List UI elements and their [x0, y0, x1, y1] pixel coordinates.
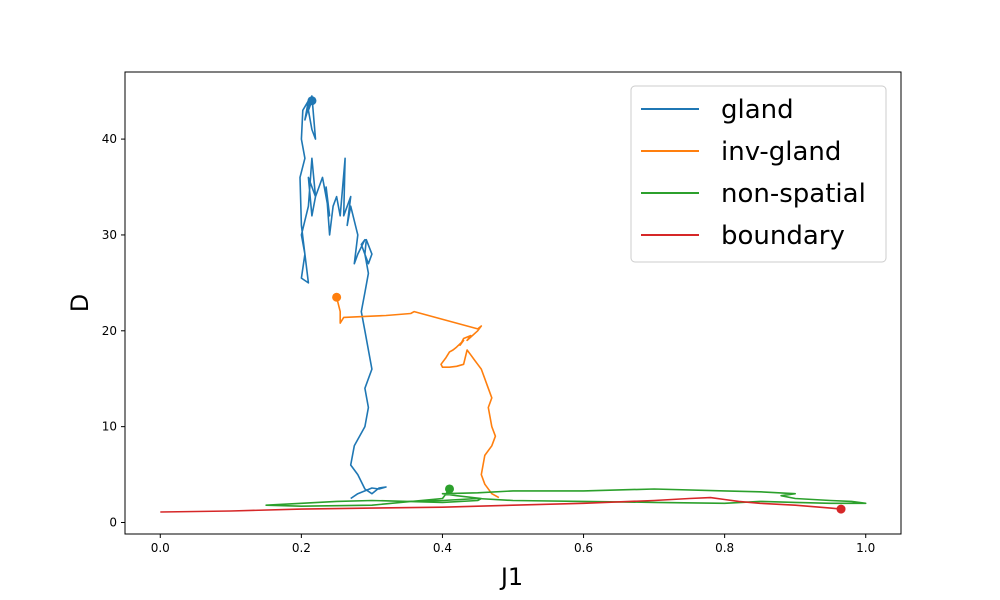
y-tick-label: 40 [102, 132, 117, 146]
x-axis-label: J1 [499, 563, 523, 591]
y-tick-label: 30 [102, 228, 117, 242]
legend-label: non-spatial [721, 179, 866, 209]
x-tick-label: 0.8 [715, 541, 734, 555]
y-axis-label: D [66, 294, 94, 312]
series-layer [160, 95, 867, 514]
series-line-boundary [160, 496, 842, 513]
start-marker-boundary [836, 504, 846, 514]
x-tick-label: 1.0 [856, 541, 875, 555]
series-line-gland [299, 95, 387, 500]
series-line-non-spatial [265, 488, 867, 508]
x-tick-label: 0.6 [574, 541, 593, 555]
start-marker-inv-gland [332, 292, 342, 302]
start-marker-non-spatial [445, 484, 455, 494]
x-tick-label: 0.4 [433, 541, 452, 555]
legend-label: gland [721, 95, 794, 125]
x-axis: 0.0 0.2 0.4 0.6 0.8 1.0 [151, 534, 875, 555]
legend: gland inv-gland non-spatial boundary [630, 85, 887, 263]
legend-box [630, 85, 887, 263]
x-tick-label: 0.0 [151, 541, 170, 555]
start-marker-gland [307, 96, 317, 106]
x-tick-label: 0.2 [292, 541, 311, 555]
legend-label: inv-gland [721, 137, 841, 167]
y-tick-label: 20 [102, 324, 117, 338]
y-tick-label: 10 [102, 420, 117, 434]
y-tick-label: 0 [109, 515, 117, 529]
legend-label: boundary [721, 221, 845, 251]
y-axis: 0 10 20 30 40 [102, 132, 125, 529]
series-line-inv-gland [335, 297, 500, 499]
